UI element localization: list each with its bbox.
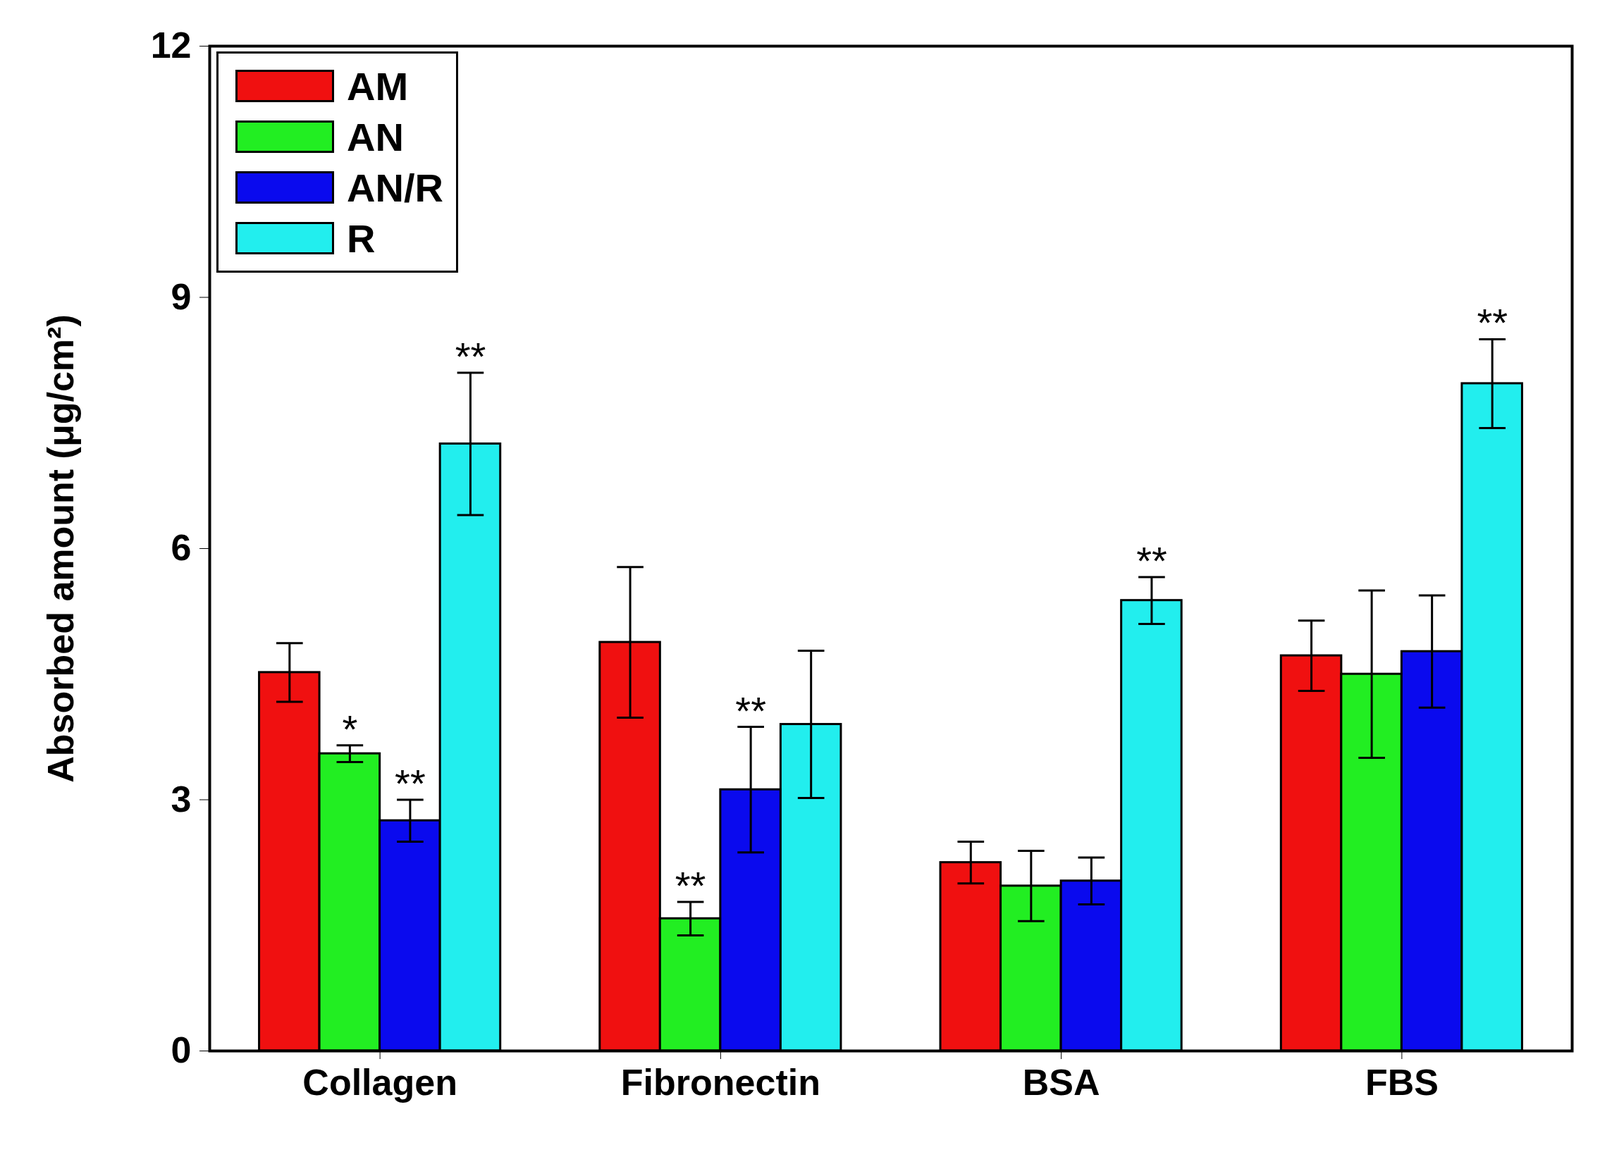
html-text:AN/R: AN/R bbox=[346, 165, 444, 210]
html-text:R: R bbox=[346, 216, 376, 261]
svg-text:**: ** bbox=[394, 761, 426, 806]
html-text:AN: AN bbox=[346, 114, 404, 159]
svg-text:*: * bbox=[341, 706, 358, 752]
svg-text:6: 6 bbox=[171, 527, 192, 569]
svg-text:FBS: FBS bbox=[1365, 1062, 1439, 1104]
svg-text:**: ** bbox=[735, 688, 767, 734]
html-text:AM: AM bbox=[346, 63, 409, 109]
svg-text:**: ** bbox=[675, 863, 707, 908]
svg-text:**: ** bbox=[1476, 300, 1508, 345]
svg-text:BSA: BSA bbox=[1022, 1062, 1101, 1104]
svg-text:3: 3 bbox=[171, 778, 192, 820]
svg-text:0: 0 bbox=[171, 1029, 192, 1071]
svg-text:9: 9 bbox=[171, 276, 192, 318]
svg-text:12: 12 bbox=[150, 24, 192, 66]
svg-text:**: ** bbox=[1136, 538, 1168, 583]
svg-text:Collagen: Collagen bbox=[302, 1062, 458, 1104]
svg-text:**: ** bbox=[455, 334, 487, 379]
svg-text:Fibronectin: Fibronectin bbox=[620, 1062, 821, 1104]
svg-text:Absorbed amount (μg/cm²): Absorbed amount (μg/cm²) bbox=[40, 314, 82, 783]
